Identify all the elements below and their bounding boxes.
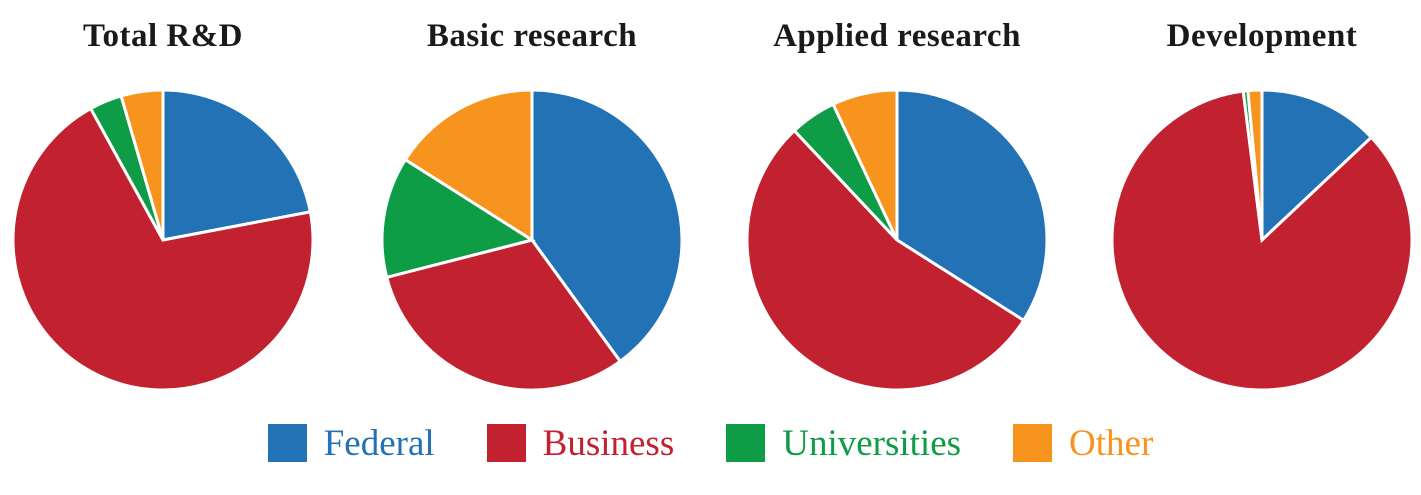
pie-development xyxy=(1110,88,1414,392)
legend-label-business: Business xyxy=(542,422,675,464)
pie-slice-business xyxy=(1110,89,1414,392)
legend-swatch-business-icon xyxy=(486,424,526,462)
legend-item-universities: Universities xyxy=(726,424,961,462)
pie-title-total-rd: Total R&D xyxy=(82,18,244,54)
legend-item-business: Business xyxy=(486,422,675,464)
pie-slice-business xyxy=(11,106,315,392)
pie-slice-federal xyxy=(161,88,313,242)
legend-label-other: Other xyxy=(1069,422,1154,464)
pie-total-rd xyxy=(11,88,315,392)
legend-swatch-other-icon xyxy=(1013,424,1053,462)
pie-slice-universities xyxy=(380,157,536,280)
pie-slice-federal xyxy=(530,88,684,364)
pie-chart-basic-research: Basic research xyxy=(367,12,697,405)
pie-chart-development: Development xyxy=(1097,12,1421,405)
legend-label-universities: Universities xyxy=(782,422,962,464)
pie-slice-federal xyxy=(1260,88,1374,244)
pie-slice-other xyxy=(119,88,165,241)
legend-swatch-federal-icon xyxy=(267,424,307,462)
pie-slice-other xyxy=(403,88,534,243)
pie-slice-business xyxy=(745,128,1026,392)
pie-title-development: Development xyxy=(1166,18,1358,54)
legend-label-federal: Federal xyxy=(323,422,435,464)
pie-slice-business xyxy=(384,238,623,392)
pie-applied-research xyxy=(745,88,1049,392)
pie-chart-applied-research: Applied research xyxy=(732,12,1062,405)
pie-slice-other xyxy=(831,88,899,241)
legend-item-other: Other xyxy=(1013,424,1153,462)
legend-item-federal: Federal xyxy=(267,422,435,464)
pie-slice-other xyxy=(1246,88,1264,241)
pie-title-applied-research: Applied research xyxy=(773,18,1021,54)
legend-swatch-universities-icon xyxy=(726,424,766,462)
pie-title-basic-research: Basic research xyxy=(426,18,638,54)
pie-chart-total-rd: Total R&D xyxy=(0,12,328,405)
legend: Federal Business Universities Other xyxy=(0,424,1421,462)
pie-basic-research xyxy=(380,88,684,392)
